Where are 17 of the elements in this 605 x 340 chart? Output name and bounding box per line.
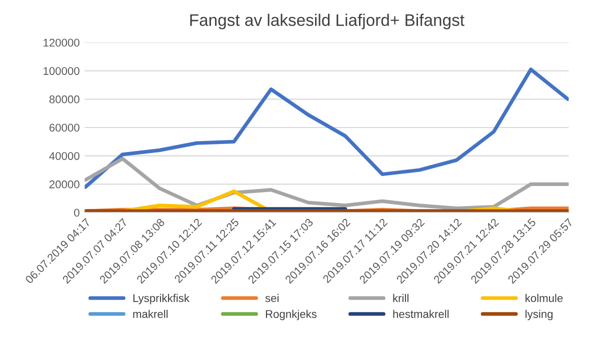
legend-label: krill: [393, 294, 408, 302]
legend-label: Rognkjeks: [266, 310, 317, 320]
legend-label: lysing: [526, 310, 553, 320]
legend-label: hestmakrell: [393, 310, 449, 318]
y-tick-label: 100000: [44, 67, 80, 75]
y-tick-label: 60000: [50, 124, 80, 132]
legend-label: sei: [265, 294, 279, 302]
y-tick-label: 0: [74, 208, 80, 217]
chart-title: Fangst av laksesild Liafjord+ Bifangst: [190, 14, 464, 30]
legend-label: Lysprikkfisk: [133, 294, 190, 304]
y-tick-label: 20000: [50, 180, 80, 188]
line-series: [84, 68, 569, 189]
legend-label: kolmule: [526, 294, 563, 302]
y-tick-label: 80000: [49, 95, 80, 104]
y-tick-label: 40000: [49, 152, 80, 160]
y-tick-label: 120000: [44, 38, 80, 47]
legend-label: makrell: [133, 310, 168, 318]
